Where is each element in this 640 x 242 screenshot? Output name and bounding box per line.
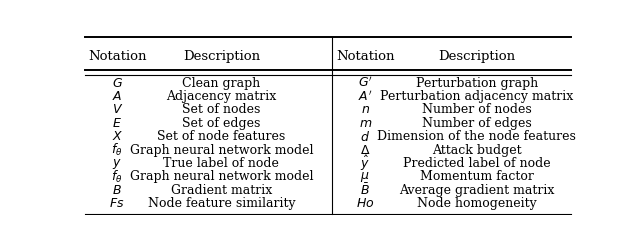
Text: $A'$: $A'$: [358, 89, 372, 104]
Text: Attack budget: Attack budget: [432, 144, 522, 157]
Text: $\hat{y}$: $\hat{y}$: [360, 154, 370, 173]
Text: $\bar{B}$: $\bar{B}$: [360, 183, 370, 198]
Text: Description: Description: [183, 50, 260, 63]
Text: $B$: $B$: [112, 184, 122, 197]
Text: $n$: $n$: [361, 103, 370, 116]
Text: Node homogeneity: Node homogeneity: [417, 197, 537, 210]
Text: Dimension of the node features: Dimension of the node features: [378, 130, 576, 143]
Text: $m$: $m$: [358, 117, 372, 130]
Text: $X$: $X$: [111, 130, 123, 143]
Text: $f_\theta$: $f_\theta$: [111, 169, 123, 185]
Text: Set of nodes: Set of nodes: [182, 103, 260, 116]
Text: Notation: Notation: [88, 50, 147, 63]
Text: Graph neural network model: Graph neural network model: [130, 171, 313, 183]
Text: $G'$: $G'$: [358, 76, 372, 90]
Text: $E$: $E$: [112, 117, 122, 130]
Text: Adjacency matrix: Adjacency matrix: [166, 90, 276, 103]
Text: Node feature similarity: Node feature similarity: [148, 197, 295, 210]
Text: Perturbation graph: Perturbation graph: [415, 76, 538, 90]
Text: Predicted label of node: Predicted label of node: [403, 157, 550, 170]
Text: Average gradient matrix: Average gradient matrix: [399, 184, 554, 197]
Text: $y$: $y$: [112, 157, 122, 171]
Text: Description: Description: [438, 50, 515, 63]
Text: True label of node: True label of node: [163, 157, 279, 170]
Text: $G$: $G$: [111, 76, 123, 90]
Text: Number of nodes: Number of nodes: [422, 103, 532, 116]
Text: Notation: Notation: [336, 50, 394, 63]
Text: Perturbation adjacency matrix: Perturbation adjacency matrix: [380, 90, 573, 103]
Text: Momentum factor: Momentum factor: [420, 171, 534, 183]
Text: Set of node features: Set of node features: [157, 130, 285, 143]
Text: $\mu$: $\mu$: [360, 170, 370, 184]
Text: Clean graph: Clean graph: [182, 76, 260, 90]
Text: $V$: $V$: [111, 103, 123, 116]
Text: Set of edges: Set of edges: [182, 117, 260, 130]
Text: $Ho$: $Ho$: [356, 197, 374, 210]
Text: Graph neural network model: Graph neural network model: [130, 144, 313, 157]
Text: $Fs$: $Fs$: [109, 197, 125, 210]
Text: $f_\theta$: $f_\theta$: [111, 142, 123, 158]
Text: $d$: $d$: [360, 130, 370, 144]
Text: Number of edges: Number of edges: [422, 117, 532, 130]
Text: Gradient matrix: Gradient matrix: [171, 184, 272, 197]
Text: $A$: $A$: [112, 90, 122, 103]
Text: $\Delta$: $\Delta$: [360, 144, 371, 157]
